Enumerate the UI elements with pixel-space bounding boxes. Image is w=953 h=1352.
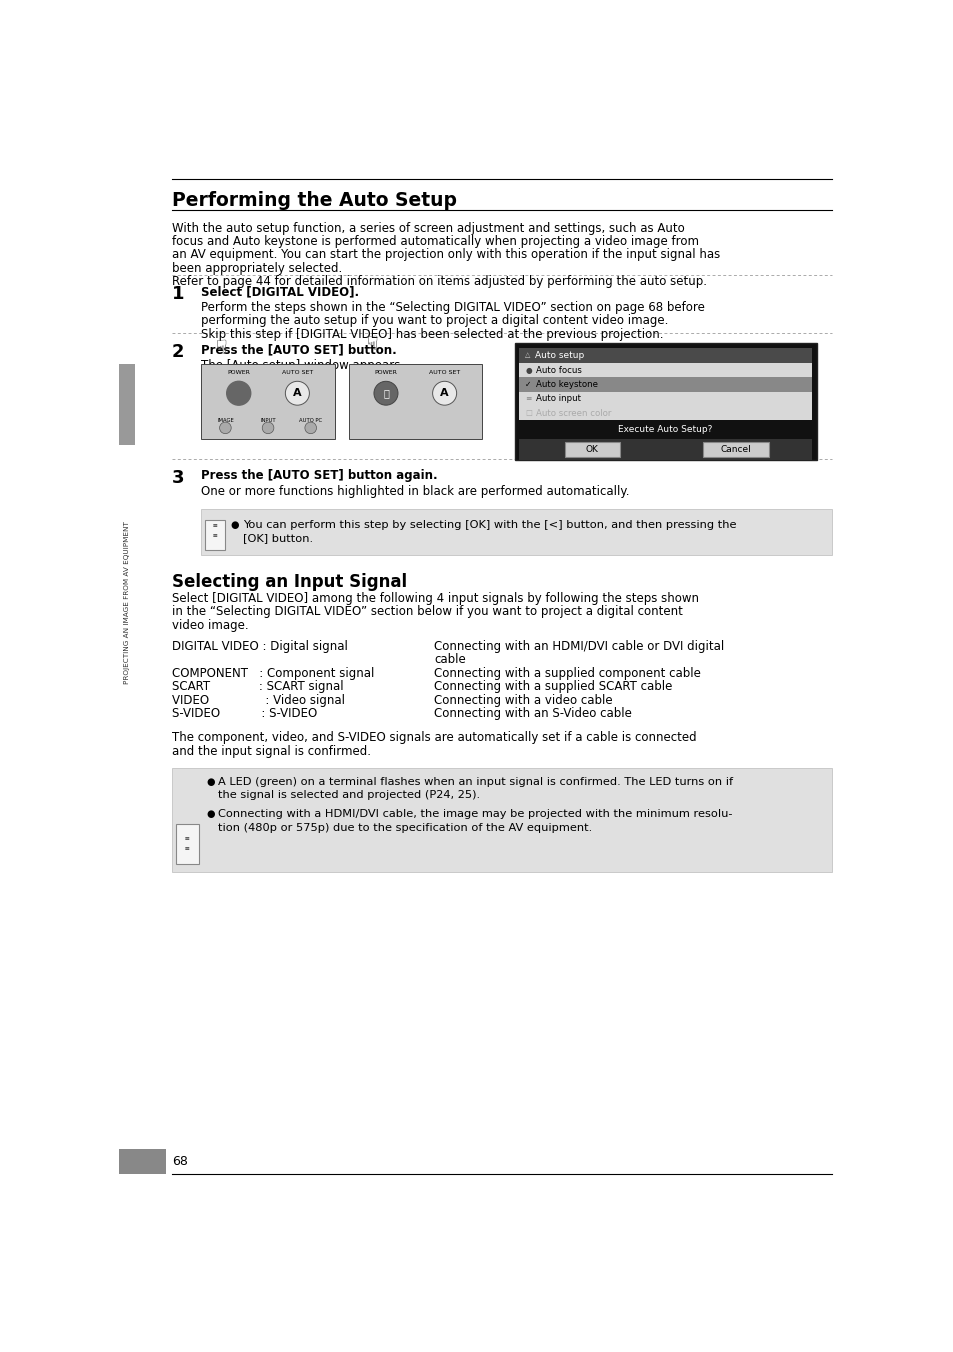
Text: Connecting with an S-Video cable: Connecting with an S-Video cable (434, 707, 631, 721)
FancyBboxPatch shape (119, 364, 134, 445)
Text: Press the [AUTO SET] button.: Press the [AUTO SET] button. (201, 343, 396, 356)
Text: ✓: ✓ (525, 380, 531, 389)
Text: Select [DIGITAL VIDEO].: Select [DIGITAL VIDEO]. (201, 285, 359, 299)
Text: cable: cable (434, 653, 465, 667)
Text: Auto setup: Auto setup (534, 352, 583, 360)
Text: 1: 1 (172, 285, 184, 303)
FancyBboxPatch shape (565, 442, 618, 457)
Text: 3: 3 (172, 469, 184, 488)
Text: ●: ● (231, 519, 239, 530)
FancyBboxPatch shape (518, 377, 811, 392)
Text: in the “Selecting DIGITAL VIDEO” section below if you want to project a digital : in the “Selecting DIGITAL VIDEO” section… (172, 606, 682, 618)
Text: ⏻: ⏻ (383, 388, 389, 399)
Circle shape (227, 381, 251, 406)
FancyBboxPatch shape (204, 519, 224, 550)
Text: Connecting with a HDMI/DVI cable, the image may be projected with the minimum re: Connecting with a HDMI/DVI cable, the im… (218, 808, 732, 819)
FancyBboxPatch shape (172, 768, 831, 872)
Circle shape (374, 381, 397, 406)
Text: Execute Auto Setup?: Execute Auto Setup? (618, 425, 712, 434)
Text: Selecting an Input Signal: Selecting an Input Signal (172, 573, 407, 591)
FancyBboxPatch shape (518, 364, 811, 377)
Text: PROJECTING AN IMAGE FROM AV EQUIPMENT: PROJECTING AN IMAGE FROM AV EQUIPMENT (124, 522, 130, 684)
Text: Perform the steps shown in the “Selecting DIGITAL VIDEO” section on page 68 befo: Perform the steps shown in the “Selectin… (201, 301, 704, 314)
Text: ≡
≡: ≡ ≡ (212, 521, 216, 539)
Text: With the auto setup function, a series of screen adjustment and settings, such a: With the auto setup function, a series o… (172, 222, 684, 234)
FancyBboxPatch shape (201, 508, 831, 554)
Circle shape (432, 381, 456, 406)
Text: AUTO PC: AUTO PC (299, 418, 322, 423)
Text: ≡
≡: ≡ ≡ (185, 834, 190, 853)
Text: AUTO SET: AUTO SET (281, 370, 313, 375)
Text: ●: ● (207, 777, 215, 787)
Text: video image.: video image. (172, 619, 249, 631)
Text: been appropriately selected.: been appropriately selected. (172, 262, 342, 274)
FancyBboxPatch shape (201, 364, 335, 439)
Text: POWER: POWER (227, 370, 250, 375)
Text: Refer to page 44 for detailed information on items adjusted by performing the au: Refer to page 44 for detailed informatio… (172, 276, 706, 288)
Text: A LED (green) on a terminal flashes when an input signal is confirmed. The LED t: A LED (green) on a terminal flashes when… (218, 777, 733, 787)
Text: ●: ● (207, 808, 215, 819)
FancyBboxPatch shape (518, 438, 811, 460)
FancyBboxPatch shape (518, 347, 811, 364)
Text: ●: ● (525, 366, 532, 375)
Text: and the input signal is confirmed.: and the input signal is confirmed. (172, 745, 371, 758)
FancyBboxPatch shape (514, 343, 816, 460)
Text: performing the auto setup if you want to project a digital content video image.: performing the auto setup if you want to… (201, 315, 668, 327)
Text: The [Auto setup] window appears.: The [Auto setup] window appears. (201, 358, 404, 372)
Text: S-VIDEO           : S-VIDEO: S-VIDEO : S-VIDEO (172, 707, 316, 721)
Text: A: A (293, 388, 301, 399)
Text: Skip this step if [DIGITAL VIDEO] has been selected at the previous projection.: Skip this step if [DIGITAL VIDEO] has be… (201, 329, 663, 341)
Text: A: A (440, 388, 449, 399)
Text: DIGITAL VIDEO : Digital signal: DIGITAL VIDEO : Digital signal (172, 639, 348, 653)
Text: Connecting with an HDMI/DVI cable or DVI digital: Connecting with an HDMI/DVI cable or DVI… (434, 639, 723, 653)
Text: 68: 68 (172, 1155, 188, 1168)
Text: AUTO SET: AUTO SET (429, 370, 459, 375)
Circle shape (262, 422, 274, 434)
Text: ☐: ☐ (525, 408, 532, 418)
Text: POWER: POWER (375, 370, 397, 375)
Text: focus and Auto keystone is performed automatically when projecting a video image: focus and Auto keystone is performed aut… (172, 235, 699, 247)
Text: Auto screen color: Auto screen color (536, 408, 611, 418)
Text: tion (480p or 575p) due to the specification of the AV equipment.: tion (480p or 575p) due to the specifica… (218, 822, 592, 833)
Circle shape (305, 422, 316, 434)
Text: SCART             : SCART signal: SCART : SCART signal (172, 680, 343, 694)
Text: INPUT: INPUT (260, 418, 275, 423)
FancyBboxPatch shape (348, 364, 481, 439)
Text: [OK] button.: [OK] button. (243, 533, 313, 544)
FancyBboxPatch shape (175, 823, 199, 864)
Text: Auto focus: Auto focus (536, 366, 581, 375)
Text: ☞: ☞ (208, 338, 227, 356)
Text: COMPONENT   : Component signal: COMPONENT : Component signal (172, 667, 374, 680)
Circle shape (285, 381, 309, 406)
Text: Connecting with a video cable: Connecting with a video cable (434, 694, 612, 707)
Text: One or more functions highlighted in black are performed automatically.: One or more functions highlighted in bla… (201, 485, 629, 498)
Text: Connecting with a supplied component cable: Connecting with a supplied component cab… (434, 667, 700, 680)
Text: Press the [AUTO SET] button again.: Press the [AUTO SET] button again. (201, 469, 437, 483)
Text: OK: OK (585, 445, 598, 454)
Text: the signal is selected and projected (P24, 25).: the signal is selected and projected (P2… (218, 791, 480, 800)
Text: The component, video, and S-VIDEO signals are automatically set if a cable is co: The component, video, and S-VIDEO signal… (172, 731, 696, 745)
Text: You can perform this step by selecting [OK] with the [<] button, and then pressi: You can perform this step by selecting [… (243, 519, 736, 530)
FancyBboxPatch shape (119, 1149, 166, 1174)
Text: IMAGE: IMAGE (216, 418, 233, 423)
Text: 2: 2 (172, 343, 184, 361)
Text: Auto keystone: Auto keystone (536, 380, 598, 389)
Text: Performing the Auto Setup: Performing the Auto Setup (172, 191, 456, 210)
FancyBboxPatch shape (518, 392, 811, 406)
Text: ☞: ☞ (358, 334, 377, 352)
Text: △: △ (524, 353, 530, 358)
Text: an AV equipment. You can start the projection only with this operation if the in: an AV equipment. You can start the proje… (172, 249, 720, 261)
Text: Cancel: Cancel (720, 445, 750, 454)
FancyBboxPatch shape (702, 442, 768, 457)
Circle shape (219, 422, 231, 434)
Text: Auto input: Auto input (536, 395, 580, 403)
FancyBboxPatch shape (518, 420, 811, 438)
Text: VIDEO               : Video signal: VIDEO : Video signal (172, 694, 345, 707)
Text: Select [DIGITAL VIDEO] among the following 4 input signals by following the step: Select [DIGITAL VIDEO] among the followi… (172, 592, 699, 604)
Text: Connecting with a supplied SCART cable: Connecting with a supplied SCART cable (434, 680, 672, 694)
FancyBboxPatch shape (518, 406, 811, 420)
Text: ≡: ≡ (525, 395, 531, 403)
